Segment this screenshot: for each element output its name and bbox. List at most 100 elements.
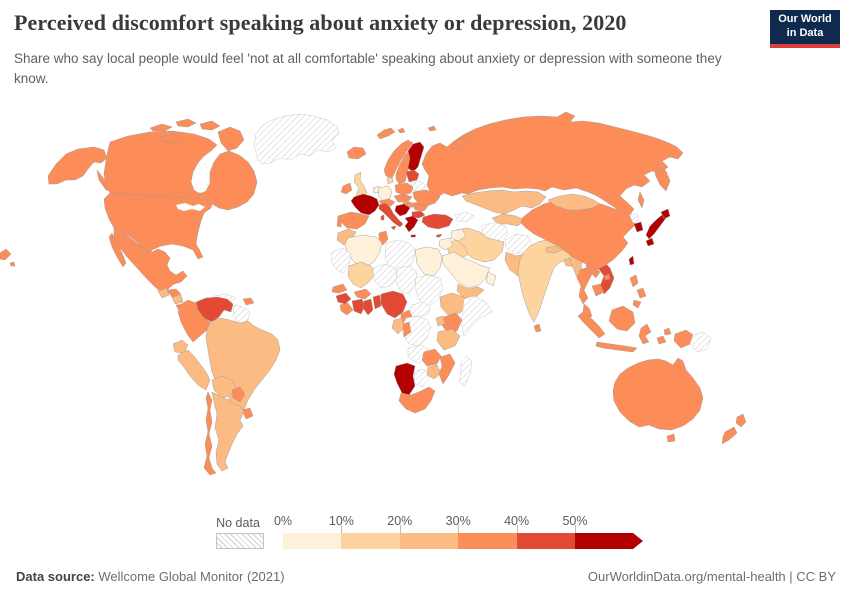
region-south-korea[interactable] xyxy=(633,221,644,233)
region-portugal[interactable] xyxy=(336,214,343,228)
region-nigeria[interactable] xyxy=(380,290,408,319)
region-zambia[interactable] xyxy=(421,348,442,367)
region-finland[interactable] xyxy=(407,141,425,173)
region-argentina[interactable] xyxy=(211,391,245,472)
region-yemen[interactable] xyxy=(456,283,485,299)
region-thailand[interactable] xyxy=(576,266,593,305)
region-balkans[interactable] xyxy=(394,203,411,217)
region-senegal[interactable] xyxy=(331,283,348,294)
region-sudan[interactable] xyxy=(414,274,444,307)
legend-tick-mark xyxy=(458,525,460,533)
region-nepal[interactable] xyxy=(545,245,563,254)
region-uganda[interactable] xyxy=(435,315,446,327)
region-botswana[interactable] xyxy=(413,368,430,388)
region-sierra-leone-liberia[interactable] xyxy=(339,302,354,316)
region-russia[interactable] xyxy=(0,111,684,261)
region-kazakhstan[interactable] xyxy=(461,189,547,215)
region-mexico[interactable] xyxy=(108,227,188,294)
region-norway[interactable] xyxy=(376,127,414,179)
region-greece[interactable] xyxy=(404,215,419,238)
region-france[interactable] xyxy=(350,193,380,216)
region-israel-jordan[interactable] xyxy=(438,237,454,251)
no-data-swatch[interactable] xyxy=(216,533,264,549)
region-cote-divoire[interactable] xyxy=(351,298,366,315)
region-syria[interactable] xyxy=(450,228,467,242)
region-united-kingdom[interactable] xyxy=(353,171,368,199)
region-oman[interactable] xyxy=(485,271,497,287)
region-germany[interactable] xyxy=(377,185,393,202)
region-tanzania[interactable] xyxy=(436,328,461,351)
region-saudi-arabia[interactable] xyxy=(441,251,491,289)
legend-bin-30-40%[interactable] xyxy=(458,533,517,549)
region-ireland[interactable] xyxy=(340,182,353,195)
region-caucasus[interactable] xyxy=(454,211,475,223)
region-taiwan[interactable] xyxy=(628,255,635,266)
region-belarus[interactable] xyxy=(410,180,427,192)
region-canada[interactable] xyxy=(103,118,258,211)
region-czechia-slovakia[interactable] xyxy=(393,193,413,203)
region-paraguay[interactable] xyxy=(231,386,246,403)
region-new-zealand[interactable] xyxy=(721,413,747,445)
region-mozambique[interactable] xyxy=(438,353,456,385)
region-peru[interactable] xyxy=(177,349,211,391)
region-italy[interactable] xyxy=(378,202,404,231)
region-sri-lanka[interactable] xyxy=(533,323,542,333)
region-cambodia[interactable] xyxy=(591,283,605,297)
owid-logo[interactable]: Our World in Data xyxy=(770,10,840,48)
region-gabon[interactable] xyxy=(391,317,405,335)
region-brazil[interactable] xyxy=(205,317,281,427)
owid-logo-line1: Our World xyxy=(778,13,832,26)
region-niger[interactable] xyxy=(372,263,398,289)
region-papua-new-guinea[interactable] xyxy=(689,331,712,353)
legend-bin-40-50%[interactable] xyxy=(516,533,575,549)
region-congo[interactable] xyxy=(402,321,412,338)
attribution-link[interactable]: OurWorldinData.org/mental-health | CC BY xyxy=(587,569,836,584)
region-greenland[interactable] xyxy=(253,113,340,165)
legend-bin-20-30%[interactable] xyxy=(399,533,459,549)
region-honduras[interactable] xyxy=(166,288,182,298)
region-turkey[interactable] xyxy=(421,213,454,230)
region-namibia[interactable] xyxy=(393,362,416,396)
region-guyana-suriname[interactable] xyxy=(232,304,251,325)
region-nicaragua[interactable] xyxy=(171,294,184,305)
legend-color-bar: 0% 10% 20% 30% 40% 50% xyxy=(274,514,644,549)
region-japan[interactable] xyxy=(645,208,671,247)
region-spain[interactable] xyxy=(340,211,370,230)
region-chad[interactable] xyxy=(395,265,418,295)
region-guinea[interactable] xyxy=(335,292,352,305)
region-tunisia[interactable] xyxy=(378,230,389,246)
region-burkina-faso[interactable] xyxy=(353,288,372,300)
region-ghana[interactable] xyxy=(362,298,374,316)
region-madagascar[interactable] xyxy=(458,355,473,387)
data-source-value: Wellcome Global Monitor (2021) xyxy=(98,569,285,584)
region-philippines[interactable] xyxy=(629,274,647,309)
region-zimbabwe[interactable] xyxy=(426,364,442,380)
region-chile[interactable] xyxy=(203,391,217,476)
region-mongolia[interactable] xyxy=(547,193,601,211)
legend-bin-0-10%[interactable] xyxy=(283,533,342,549)
region-united-states[interactable] xyxy=(9,146,214,267)
region-somalia[interactable] xyxy=(460,295,493,337)
region-north-korea[interactable] xyxy=(629,212,640,224)
region-india[interactable] xyxy=(517,239,573,323)
region-cyprus[interactable] xyxy=(435,233,443,238)
legend-bin-10-20%[interactable] xyxy=(341,533,400,549)
region-togo-benin[interactable] xyxy=(372,294,382,310)
region-poland[interactable] xyxy=(394,182,414,196)
region-baltic-states[interactable] xyxy=(405,169,420,183)
legend-bin-50%+[interactable] xyxy=(575,533,634,549)
region-indonesia[interactable] xyxy=(577,305,694,353)
region-iceland[interactable] xyxy=(346,146,367,160)
region-dominican-republic[interactable] xyxy=(242,297,255,306)
region-algeria[interactable] xyxy=(344,234,383,269)
region-central-african-republic[interactable] xyxy=(410,301,432,318)
region-australia[interactable] xyxy=(612,357,704,443)
region-ecuador[interactable] xyxy=(172,339,189,354)
region-mali[interactable] xyxy=(347,261,376,289)
region-guatemala[interactable] xyxy=(157,287,170,299)
region-mauritania-western-sahara[interactable] xyxy=(330,247,352,274)
region-egypt[interactable] xyxy=(414,246,443,277)
region-uruguay[interactable] xyxy=(241,407,254,420)
region-south-africa[interactable] xyxy=(398,386,436,414)
